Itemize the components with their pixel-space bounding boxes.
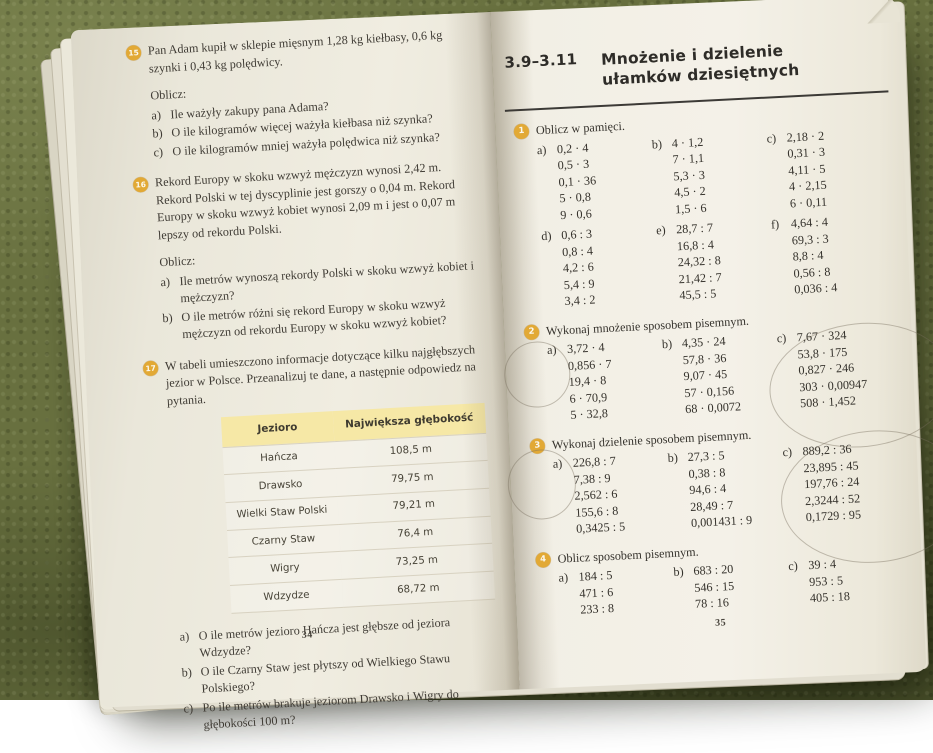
column-label: a) [552, 456, 563, 471]
lakes-table: Jezioro Największa głębokość Hańcza 108,… [220, 402, 496, 614]
column-items: 0,2 · 4 0,5 · 3 0,1 · 36 5 · 0,8 9 · 0,6 [556, 140, 597, 222]
exercise-column-c: c) 2,18 · 2 0,31 · 3 4,11 · 5 4 · 2,15 6… [766, 124, 894, 213]
exercise-2: 2 Wykonaj mnożenie sposobem pisemnym. a)… [516, 305, 905, 426]
column-label: d) [540, 228, 552, 244]
exercise-column-e: e) 28,7 : 7 16,8 : 4 24,32 : 8 21,42 : 7… [656, 217, 775, 305]
question-label: b) [181, 664, 193, 680]
column-items: 3,72 · 4 0,856 · 7 19,4 · 8 6 · 70,9 5 ·… [566, 340, 612, 422]
exercise-number-badge: 1 [513, 123, 530, 140]
lake-name: Wdzydze [229, 579, 344, 614]
exercise-column-d: d) 0,6 : 3 0,8 : 4 4,2 : 6 5,4 : 9 3,4 :… [541, 222, 660, 310]
exercise-number-badge: 3 [529, 437, 546, 454]
column-label: e) [655, 222, 666, 238]
question-label: b) [162, 310, 173, 325]
exercise-column-c: c) 889,2 : 36 23,895 : 45 197,76 : 24 2,… [782, 438, 910, 527]
column-items: 4,64 : 4 69,3 : 3 8,8 : 4 0,56 : 8 0,036… [790, 214, 838, 297]
exercise-column-b: b) 683 : 20 546 : 15 78 : 16 [673, 558, 790, 613]
problem-text: Rekord Europy w skoku wzwyż mężczyzn wyn… [154, 159, 456, 242]
question-label: c) [183, 700, 194, 716]
column-label: c) [766, 130, 777, 146]
exercise-number-badge: 4 [535, 551, 552, 568]
right-page-content: 3.9–3.11 Mnożenie i dzielenie ułamków dz… [502, 35, 933, 632]
problem-16: 16 Rekord Europy w skoku wzwyż mężczyzn … [132, 157, 488, 346]
question-label: a) [160, 274, 171, 289]
problem-number-badge: 17 [142, 360, 159, 376]
column-label: a) [536, 142, 547, 157]
exercise-column-c: c) 39 : 4 953 : 5 405 : 18 [788, 552, 914, 608]
column-items: 28,7 : 7 16,8 : 4 24,32 : 8 21,42 : 7 45… [675, 220, 722, 303]
column-label: c) [787, 558, 799, 574]
column-items: 683 : 20 546 : 15 78 : 16 [693, 561, 735, 611]
column-label: b) [667, 450, 679, 466]
exercise-columns: a) 226,8 : 7 7,38 : 9 2,562 : 6 155,6 : … [552, 438, 910, 538]
exercise-column-a: a) 0,2 · 4 0,5 · 3 0,1 · 36 5 · 0,8 9 · … [537, 136, 656, 224]
column-label: a) [558, 570, 569, 585]
column-items: 226,8 : 7 7,38 : 9 2,562 : 6 155,6 : 8 0… [572, 453, 626, 536]
column-items: 184 : 5 471 : 6 233 : 8 [578, 568, 615, 617]
exercise-column-a: a) 226,8 : 7 7,38 : 9 2,562 : 6 155,6 : … [552, 450, 671, 538]
exercise-columns: a) 0,2 · 4 0,5 · 3 0,1 · 36 5 · 0,8 9 · … [537, 124, 895, 224]
column-label: b) [651, 136, 663, 151]
exercise-column-b: b) 4,35 · 24 57,8 · 36 9,07 · 45 57 · 0,… [662, 330, 781, 418]
column-label: c) [776, 330, 787, 346]
column-items: 2,18 · 2 0,31 · 3 4,11 · 5 4 · 2,15 6 · … [786, 128, 828, 211]
question-label: a) [151, 107, 162, 123]
exercise-column-a: a) 184 : 5 471 : 6 233 : 8 [558, 564, 675, 619]
problem-text: Pan Adam kupił w sklepie mięsnym 1,28 kg… [147, 27, 443, 76]
left-page: 15 Pan Adam kupił w sklepie mięsnym 1,28… [70, 12, 520, 732]
problem-number-badge: 16 [132, 176, 149, 193]
section-number: 3.9–3.11 [504, 50, 578, 72]
column-items: 27,3 : 5 0,38 : 8 94,6 : 4 28,49 : 7 0,0… [687, 448, 753, 530]
right-page: 3.9–3.11 Mnożenie i dzielenie ułamków dz… [490, 0, 933, 690]
column-items: 889,2 : 36 23,895 : 45 197,76 : 24 2,324… [802, 441, 862, 525]
question-label: b) [152, 125, 163, 141]
column-items: 0,6 : 3 0,8 : 4 4,2 : 6 5,4 : 9 3,4 : 2 [560, 226, 596, 309]
exercise-4: 4 Oblicz sposobem pisemnym. a) 184 : 5 4… [527, 532, 914, 620]
problem-text: W tabeli umieszczono informacje dotycząc… [164, 341, 477, 408]
section-header: 3.9–3.11 Mnożenie i dzielenie ułamków dz… [504, 35, 888, 94]
question-label: c) [153, 144, 164, 159]
column-label: c) [782, 444, 793, 460]
column-label: b) [661, 336, 673, 352]
column-items: 7,67 · 324 53,8 · 175 0,827 · 246 303 · … [796, 327, 868, 411]
column-items: 39 : 4 953 : 5 405 : 18 [807, 556, 851, 606]
exercise-column-b: b) 4 · 1,2 7 · 1,1 5,3 · 3 4,5 · 2 1,5 ·… [651, 130, 770, 218]
exercise-column-a: a) 3,72 · 4 0,856 · 7 19,4 · 8 6 · 70,9 … [547, 336, 666, 424]
problem-17: 17 W tabeli umieszczono informacje dotyc… [142, 340, 509, 736]
problem-number-badge: 15 [125, 44, 142, 61]
column-label: f) [770, 217, 780, 232]
exercise-columns: a) 3,72 · 4 0,856 · 7 19,4 · 8 6 · 70,9 … [547, 324, 905, 424]
exercise-columns: d) 0,6 : 3 0,8 : 4 4,2 : 6 5,4 : 9 3,4 :… [541, 210, 899, 310]
exercise-column-f: f) 4,64 : 4 69,3 : 3 8,8 : 4 0,56 : 8 0,… [771, 210, 899, 299]
column-label: a) [546, 342, 557, 358]
exercise-column-c: c) 7,67 · 324 53,8 · 175 0,827 · 246 303… [776, 324, 904, 413]
exercise-3: 3 Wykonaj dzielenie sposobem pisemnym. a… [521, 418, 910, 539]
problem-15: 15 Pan Adam kupił w sklepie mięsnym 1,28… [125, 25, 478, 163]
open-textbook: 15 Pan Adam kupił w sklepie mięsnym 1,28… [41, 0, 933, 732]
column-label: b) [673, 564, 684, 579]
section-title: Mnożenie i dzielenie ułamków dziesiętnyc… [600, 41, 800, 89]
exercise-number-badge: 2 [523, 323, 540, 340]
column-items: 4 · 1,2 7 · 1,1 5,3 · 3 4,5 · 2 1,5 · 6 [671, 134, 707, 216]
exercise-column-b: b) 27,3 : 5 0,38 : 8 94,6 : 4 28,49 : 7 … [667, 444, 786, 532]
exercise-1: 1 Oblicz w pamięci. a) 0,2 · 4 0,5 · 3 0… [506, 104, 899, 312]
column-items: 4,35 · 24 57,8 · 36 9,07 · 45 57 · 0,156… [681, 333, 742, 417]
